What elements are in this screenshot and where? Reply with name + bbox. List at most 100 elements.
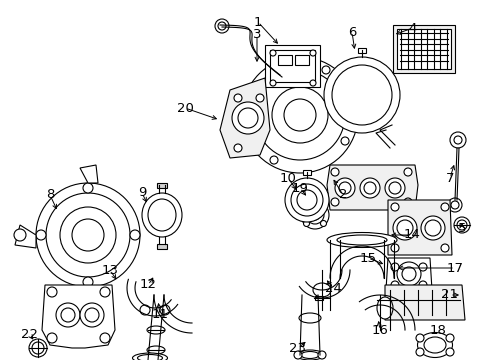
Circle shape: [403, 168, 411, 176]
Circle shape: [234, 144, 242, 152]
Circle shape: [130, 230, 140, 240]
Circle shape: [56, 303, 80, 327]
Circle shape: [271, 87, 327, 143]
Text: 14: 14: [403, 229, 420, 242]
Text: 1: 1: [253, 15, 262, 28]
Ellipse shape: [147, 326, 164, 334]
Circle shape: [29, 339, 47, 357]
Circle shape: [301, 201, 328, 229]
Ellipse shape: [312, 283, 330, 297]
Text: 8: 8: [46, 189, 54, 202]
Circle shape: [242, 57, 357, 173]
Circle shape: [330, 168, 338, 176]
Polygon shape: [385, 258, 431, 290]
Circle shape: [215, 19, 228, 33]
Circle shape: [418, 263, 426, 271]
Circle shape: [396, 262, 420, 286]
Text: 13: 13: [102, 264, 118, 276]
Circle shape: [303, 220, 309, 226]
Circle shape: [218, 22, 225, 30]
Circle shape: [453, 217, 469, 233]
Ellipse shape: [137, 355, 162, 360]
Circle shape: [418, 281, 426, 289]
Circle shape: [390, 281, 398, 289]
Circle shape: [359, 178, 379, 198]
Circle shape: [321, 66, 329, 74]
Text: 21: 21: [441, 288, 458, 302]
Circle shape: [449, 132, 465, 148]
Circle shape: [330, 198, 338, 206]
Circle shape: [453, 136, 461, 144]
Circle shape: [32, 342, 44, 354]
Circle shape: [338, 182, 350, 194]
Circle shape: [320, 220, 326, 226]
Polygon shape: [80, 165, 98, 183]
Text: 5: 5: [457, 221, 465, 234]
Ellipse shape: [132, 353, 167, 360]
Circle shape: [309, 50, 315, 56]
Circle shape: [403, 198, 411, 206]
Ellipse shape: [376, 297, 392, 319]
Ellipse shape: [147, 346, 164, 354]
Text: 10: 10: [279, 171, 296, 184]
Ellipse shape: [301, 351, 318, 359]
Ellipse shape: [295, 350, 324, 360]
Circle shape: [83, 183, 93, 193]
Circle shape: [324, 57, 399, 133]
Circle shape: [100, 287, 110, 297]
Text: 9: 9: [138, 186, 146, 199]
Circle shape: [450, 201, 458, 209]
Bar: [396, 29, 450, 69]
Bar: [264, 45, 319, 87]
Circle shape: [46, 193, 130, 277]
Circle shape: [36, 230, 46, 240]
Polygon shape: [15, 225, 36, 248]
Circle shape: [83, 277, 93, 287]
Circle shape: [100, 333, 110, 343]
Polygon shape: [384, 285, 464, 320]
Circle shape: [415, 348, 423, 356]
Bar: [314, 296, 323, 300]
Text: 4: 4: [408, 22, 416, 35]
Circle shape: [390, 244, 398, 252]
Text: 24: 24: [324, 282, 341, 294]
Circle shape: [309, 210, 319, 220]
Polygon shape: [220, 78, 269, 158]
Ellipse shape: [326, 233, 396, 248]
Circle shape: [331, 65, 391, 125]
Circle shape: [47, 287, 57, 297]
Circle shape: [140, 305, 150, 315]
Circle shape: [340, 137, 348, 145]
Circle shape: [440, 203, 448, 211]
Bar: [392, 25, 454, 73]
Bar: [278, 55, 291, 65]
Text: 23: 23: [289, 342, 306, 355]
Ellipse shape: [298, 313, 320, 323]
Text: 7: 7: [445, 171, 453, 184]
Circle shape: [269, 156, 278, 164]
Circle shape: [440, 244, 448, 252]
Circle shape: [60, 207, 116, 263]
Circle shape: [256, 94, 264, 102]
Circle shape: [396, 220, 412, 236]
Circle shape: [293, 351, 302, 359]
Text: 2: 2: [338, 189, 346, 202]
Text: 11: 11: [151, 309, 168, 321]
Circle shape: [269, 50, 275, 56]
Text: 3: 3: [252, 28, 261, 41]
Circle shape: [250, 85, 259, 93]
Bar: [303, 170, 310, 175]
Circle shape: [363, 182, 375, 194]
Circle shape: [445, 348, 453, 356]
Text: 6: 6: [347, 26, 355, 39]
Circle shape: [420, 216, 444, 240]
Circle shape: [85, 308, 99, 322]
Circle shape: [390, 263, 398, 271]
Polygon shape: [326, 165, 417, 210]
Circle shape: [303, 203, 309, 210]
Circle shape: [72, 219, 104, 251]
Circle shape: [234, 94, 242, 102]
Circle shape: [415, 334, 423, 342]
Circle shape: [284, 99, 315, 131]
Circle shape: [334, 178, 354, 198]
